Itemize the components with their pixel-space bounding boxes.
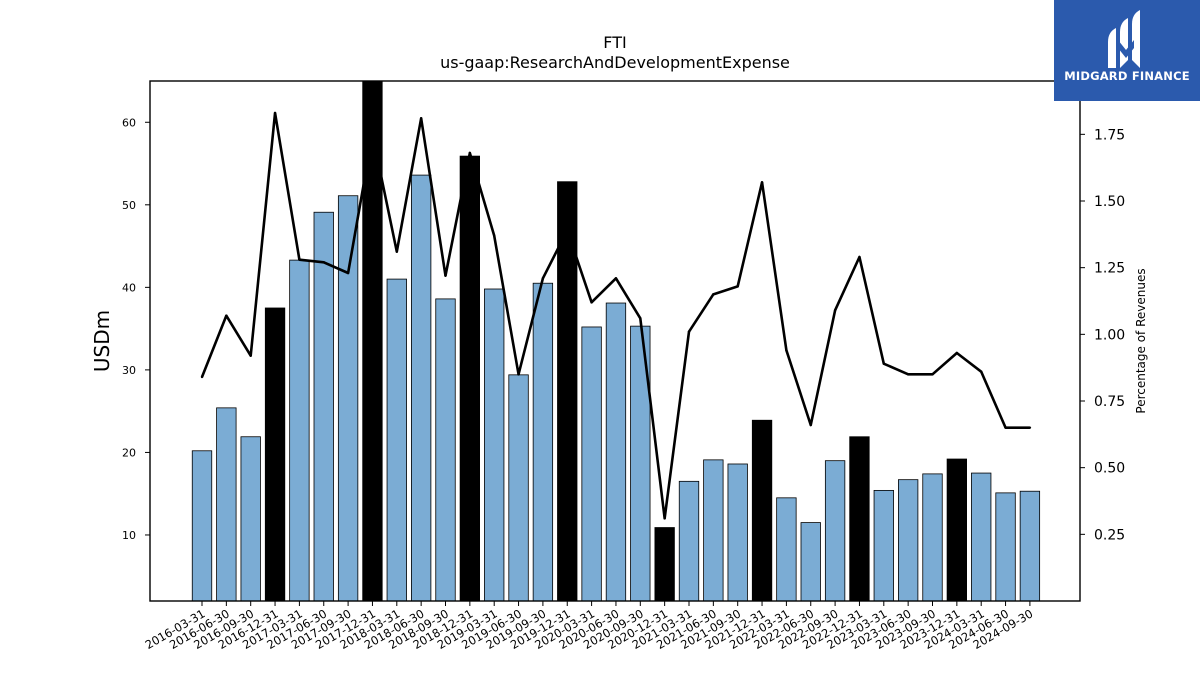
bar-2016-03-31 (191, 450, 213, 602)
bar-2019-09-30 (532, 282, 554, 602)
line-point-2018-09-30 (444, 274, 447, 277)
line-point-2022-12-31 (858, 255, 861, 259)
plot-frame (149, 80, 1081, 602)
line-point-2019-09-30 (541, 277, 545, 280)
line-point-2019-06-30 (517, 373, 520, 376)
y-tick-label: 30 (122, 364, 136, 377)
bar-2017-09-30 (337, 195, 359, 602)
line-point-2017-12-31 (371, 133, 374, 136)
bar-2018-06-30 (410, 174, 432, 602)
y-tick-label: 60 (122, 116, 136, 129)
bar-2023-09-30 (922, 473, 943, 602)
line-point-2020-12-31 (663, 517, 666, 520)
line-point-2024-06-30 (1004, 426, 1007, 429)
y-right-tick-label: 1.25 (1094, 261, 1125, 277)
line-point-2023-06-30 (906, 373, 910, 376)
y-tick-label: 50 (122, 199, 136, 212)
bar-2021-06-30 (703, 459, 724, 602)
y-right-tick-label: 0.25 (1094, 527, 1125, 543)
line-point-2023-09-30 (931, 373, 934, 376)
line-point-2016-09-30 (249, 354, 252, 357)
line-point-2024-03-31 (980, 370, 983, 373)
bar-2016-06-30 (216, 407, 237, 602)
bar-2024-03-31 (971, 472, 992, 602)
line-point-2023-03-31 (882, 362, 885, 365)
bar-2024-06-30 (995, 492, 1016, 602)
bar-2017-12-31 (362, 80, 383, 602)
bar-2018-12-31 (459, 155, 481, 602)
line-point-2019-12-31 (566, 229, 569, 232)
logo-text: MIDGARD FINANCE (1064, 69, 1190, 83)
bar-2018-09-30 (435, 298, 456, 602)
bar-2017-03-31 (289, 259, 310, 602)
y-tick-label: 10 (122, 529, 136, 542)
bar-2022-12-31 (849, 436, 870, 602)
line-point-2021-03-31 (687, 330, 691, 333)
bar-2016-12-31 (264, 307, 286, 602)
line-point-2017-03-31 (298, 258, 301, 261)
bar-2022-09-30 (824, 460, 846, 602)
line-point-2024-09-30 (1028, 426, 1032, 429)
bar-2019-03-31 (484, 288, 505, 602)
bar-2022-06-30 (800, 522, 821, 602)
y-right-tick-label: 0.75 (1094, 394, 1125, 410)
bar-2021-03-31 (678, 480, 700, 602)
line-point-2021-06-30 (712, 293, 715, 296)
line-point-2017-09-30 (346, 271, 350, 275)
line-point-2021-09-30 (736, 285, 739, 288)
axes: 10 20 30 40 50 60 0.25 0.50 0.75 1.00 1.25 1.50 1.75… (122, 80, 1125, 652)
line-point-2022-06-30 (809, 423, 812, 427)
y-axis-right-label: Percentage of Revenues (1134, 268, 1148, 413)
bar-2020-06-30 (605, 302, 627, 602)
bar-series (191, 80, 1041, 602)
bar-2024-09-30 (1019, 490, 1041, 602)
y-right-tick-label: 0.50 (1094, 461, 1125, 477)
bar-2018-03-31 (386, 278, 407, 602)
y-right-tick-label: 1.50 (1094, 194, 1125, 210)
line-point-2022-03-31 (785, 349, 788, 352)
bar-2023-06-30 (898, 479, 919, 602)
line-point-2016-06-30 (225, 314, 228, 317)
bar-2021-09-30 (727, 463, 748, 602)
logo-mark-icon (1108, 10, 1140, 68)
chart-title: FTI (603, 33, 626, 52)
line-point-2016-12-31 (273, 111, 277, 115)
bar-2020-12-31 (654, 527, 675, 602)
line-point-2017-06-30 (322, 261, 325, 264)
line-point-2020-03-31 (590, 301, 593, 304)
bar-2016-09-30 (240, 436, 261, 602)
brand-logo: MIDGARD FINANCE (1054, 0, 1200, 101)
chart-subtitle: us-gaap:ResearchAndDevelopmentExpense (440, 53, 790, 72)
line-point-2018-03-31 (395, 250, 398, 253)
line-point-2022-09-30 (833, 309, 837, 312)
y-right-tick-label: 1.00 (1094, 327, 1125, 343)
line-point-2021-12-31 (760, 181, 764, 184)
line-point-2019-03-31 (493, 234, 496, 237)
y-axis-label: USDm (90, 310, 114, 372)
bar-2020-03-31 (581, 326, 602, 602)
y-tick-label: 40 (122, 281, 136, 294)
line-point-2020-06-30 (614, 277, 618, 280)
line-point-2018-12-31 (468, 151, 472, 155)
bar-2023-12-31 (946, 458, 967, 602)
line-point-2018-06-30 (419, 117, 423, 120)
line-point-2020-09-30 (639, 317, 642, 320)
bar-2019-06-30 (508, 374, 529, 602)
y-tick-label: 20 (122, 446, 136, 459)
bar-2021-12-31 (751, 419, 773, 602)
bar-2017-06-30 (313, 211, 334, 602)
bar-2022-03-31 (776, 497, 797, 602)
line-series (200, 111, 1032, 520)
bar-2023-03-31 (873, 489, 894, 602)
y-right-tick-label: 1.75 (1094, 127, 1125, 143)
line-point-2023-12-31 (955, 351, 959, 355)
line-point-2016-03-31 (200, 375, 204, 379)
